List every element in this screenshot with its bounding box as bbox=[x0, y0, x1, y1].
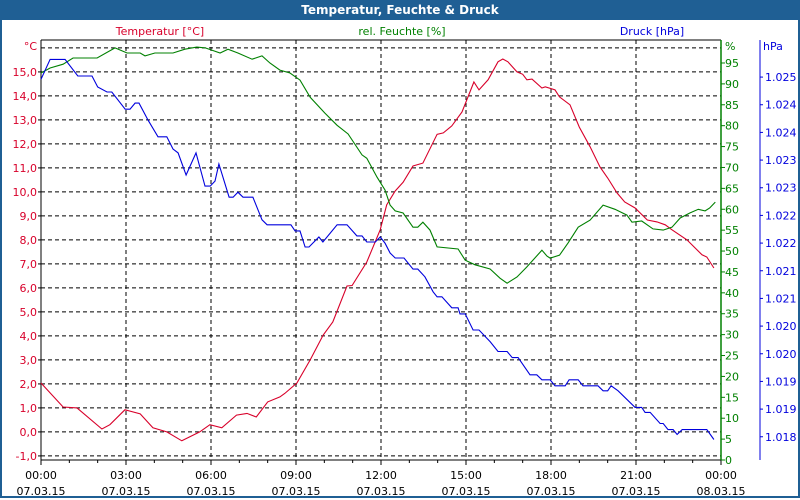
x-tick-label-date: 07.03.15 bbox=[17, 485, 66, 498]
temperature-tick-label: 1,0 bbox=[20, 402, 38, 415]
humidity-series-label: rel. Feuchte [%] bbox=[358, 25, 445, 38]
pressure-line bbox=[40, 58, 715, 440]
temperature-tick-label: 0,0 bbox=[20, 426, 38, 439]
humidity-tick-label: 0 bbox=[725, 454, 732, 467]
pressure-tick-label: 1.021 bbox=[765, 265, 797, 278]
pressure-tick-label: 1.022 bbox=[765, 237, 797, 250]
x-tick-label-time: 06:00 bbox=[195, 469, 227, 482]
temperature-series-label: Temperatur [°C] bbox=[115, 25, 204, 38]
temperature-tick-label: 3,0 bbox=[20, 354, 38, 367]
x-tick-label-date: 07.03.15 bbox=[272, 485, 321, 498]
pressure-tick-label: 1.018 bbox=[765, 431, 797, 444]
humidity-tick-label: 40 bbox=[725, 287, 739, 300]
humidity-tick-label: 95 bbox=[725, 57, 739, 70]
temperature-tick-label: 6,0 bbox=[20, 282, 38, 295]
temperature-tick-label: 5,0 bbox=[20, 306, 38, 319]
x-tick-label-date: 07.03.15 bbox=[612, 485, 661, 498]
humidity-tick-label: 75 bbox=[725, 141, 739, 154]
humidity-tick-label: 5 bbox=[725, 433, 732, 446]
humidity-tick-label: 50 bbox=[725, 245, 739, 258]
pressure-tick-label: 1.020 bbox=[765, 348, 797, 361]
humidity-tick-label: 65 bbox=[725, 182, 739, 195]
x-tick-label-time: 03:00 bbox=[110, 469, 142, 482]
temperature-tick-label: 12,0 bbox=[13, 138, 38, 151]
humidity-tick-label: 30 bbox=[725, 329, 739, 342]
pressure-tick-label: 1.021 bbox=[765, 292, 797, 305]
x-tick-label-date: 07.03.15 bbox=[442, 485, 491, 498]
humidity-tick-label: 55 bbox=[725, 224, 739, 237]
humidity-tick-label: 45 bbox=[725, 266, 739, 279]
humidity-tick-label: 85 bbox=[725, 99, 739, 112]
temperature-line bbox=[40, 58, 715, 442]
temperature-tick-label: -1,0 bbox=[16, 450, 37, 463]
pressure-tick-label: 1.020 bbox=[765, 320, 797, 333]
temperature-tick-label: 9,0 bbox=[20, 210, 38, 223]
x-tick-label-date: 07.03.15 bbox=[102, 485, 151, 498]
humidity-line bbox=[40, 46, 716, 284]
x-tick-label-time: 00:00 bbox=[25, 469, 57, 482]
humidity-tick-label: 90 bbox=[725, 78, 739, 91]
x-tick-label-time: 12:00 bbox=[365, 469, 397, 482]
humidity-tick-label: 70 bbox=[725, 161, 739, 174]
temperature-tick-label: 11,0 bbox=[13, 162, 38, 175]
temperature-tick-label: 10,0 bbox=[13, 186, 38, 199]
temperature-unit-label: °C bbox=[24, 40, 38, 53]
x-tick-label-date: 07.03.15 bbox=[187, 485, 236, 498]
humidity-tick-label: 60 bbox=[725, 203, 739, 216]
pressure-unit-label: hPa bbox=[763, 40, 783, 53]
pressure-tick-label: 1.024 bbox=[765, 126, 797, 139]
x-tick-label-date: 08.03.15 bbox=[697, 485, 746, 498]
humidity-tick-label: 15 bbox=[725, 391, 739, 404]
pressure-tick-label: 1.022 bbox=[765, 209, 797, 222]
pressure-series-label: Druck [hPa] bbox=[620, 25, 684, 38]
x-tick-label-time: 09:00 bbox=[280, 469, 312, 482]
temperature-tick-label: 13,0 bbox=[13, 114, 38, 127]
pressure-tick-label: 1.024 bbox=[765, 99, 797, 112]
humidity-tick-label: 20 bbox=[725, 370, 739, 383]
humidity-tick-label: 35 bbox=[725, 308, 739, 321]
pressure-tick-label: 1.023 bbox=[765, 182, 797, 195]
temperature-tick-label: 14,0 bbox=[13, 90, 38, 103]
pressure-tick-label: 1.023 bbox=[765, 154, 797, 167]
window-title: Temperatur, Feuchte & Druck bbox=[0, 0, 800, 20]
humidity-tick-label: 25 bbox=[725, 350, 739, 363]
temperature-tick-label: 2,0 bbox=[20, 378, 38, 391]
temperature-tick-label: 7,0 bbox=[20, 258, 38, 271]
x-tick-label-time: 15:00 bbox=[450, 469, 482, 482]
x-tick-label-date: 07.03.15 bbox=[527, 485, 576, 498]
temperature-tick-label: 15,0 bbox=[13, 66, 38, 79]
pressure-tick-label: 1.025 bbox=[765, 71, 797, 84]
pressure-tick-label: 1.019 bbox=[765, 403, 797, 416]
pressure-tick-label: 1.019 bbox=[765, 375, 797, 388]
temperature-tick-label: 4,0 bbox=[20, 330, 38, 343]
x-tick-label-time: 00:00 bbox=[705, 469, 737, 482]
temperature-tick-label: 8,0 bbox=[20, 234, 38, 247]
x-tick-label-time: 18:00 bbox=[535, 469, 567, 482]
x-tick-label-time: 21:00 bbox=[620, 469, 652, 482]
humidity-unit-label: % bbox=[725, 40, 735, 53]
x-tick-label-date: 07.03.15 bbox=[357, 485, 406, 498]
humidity-tick-label: 80 bbox=[725, 120, 739, 133]
humidity-tick-label: 10 bbox=[725, 412, 739, 425]
